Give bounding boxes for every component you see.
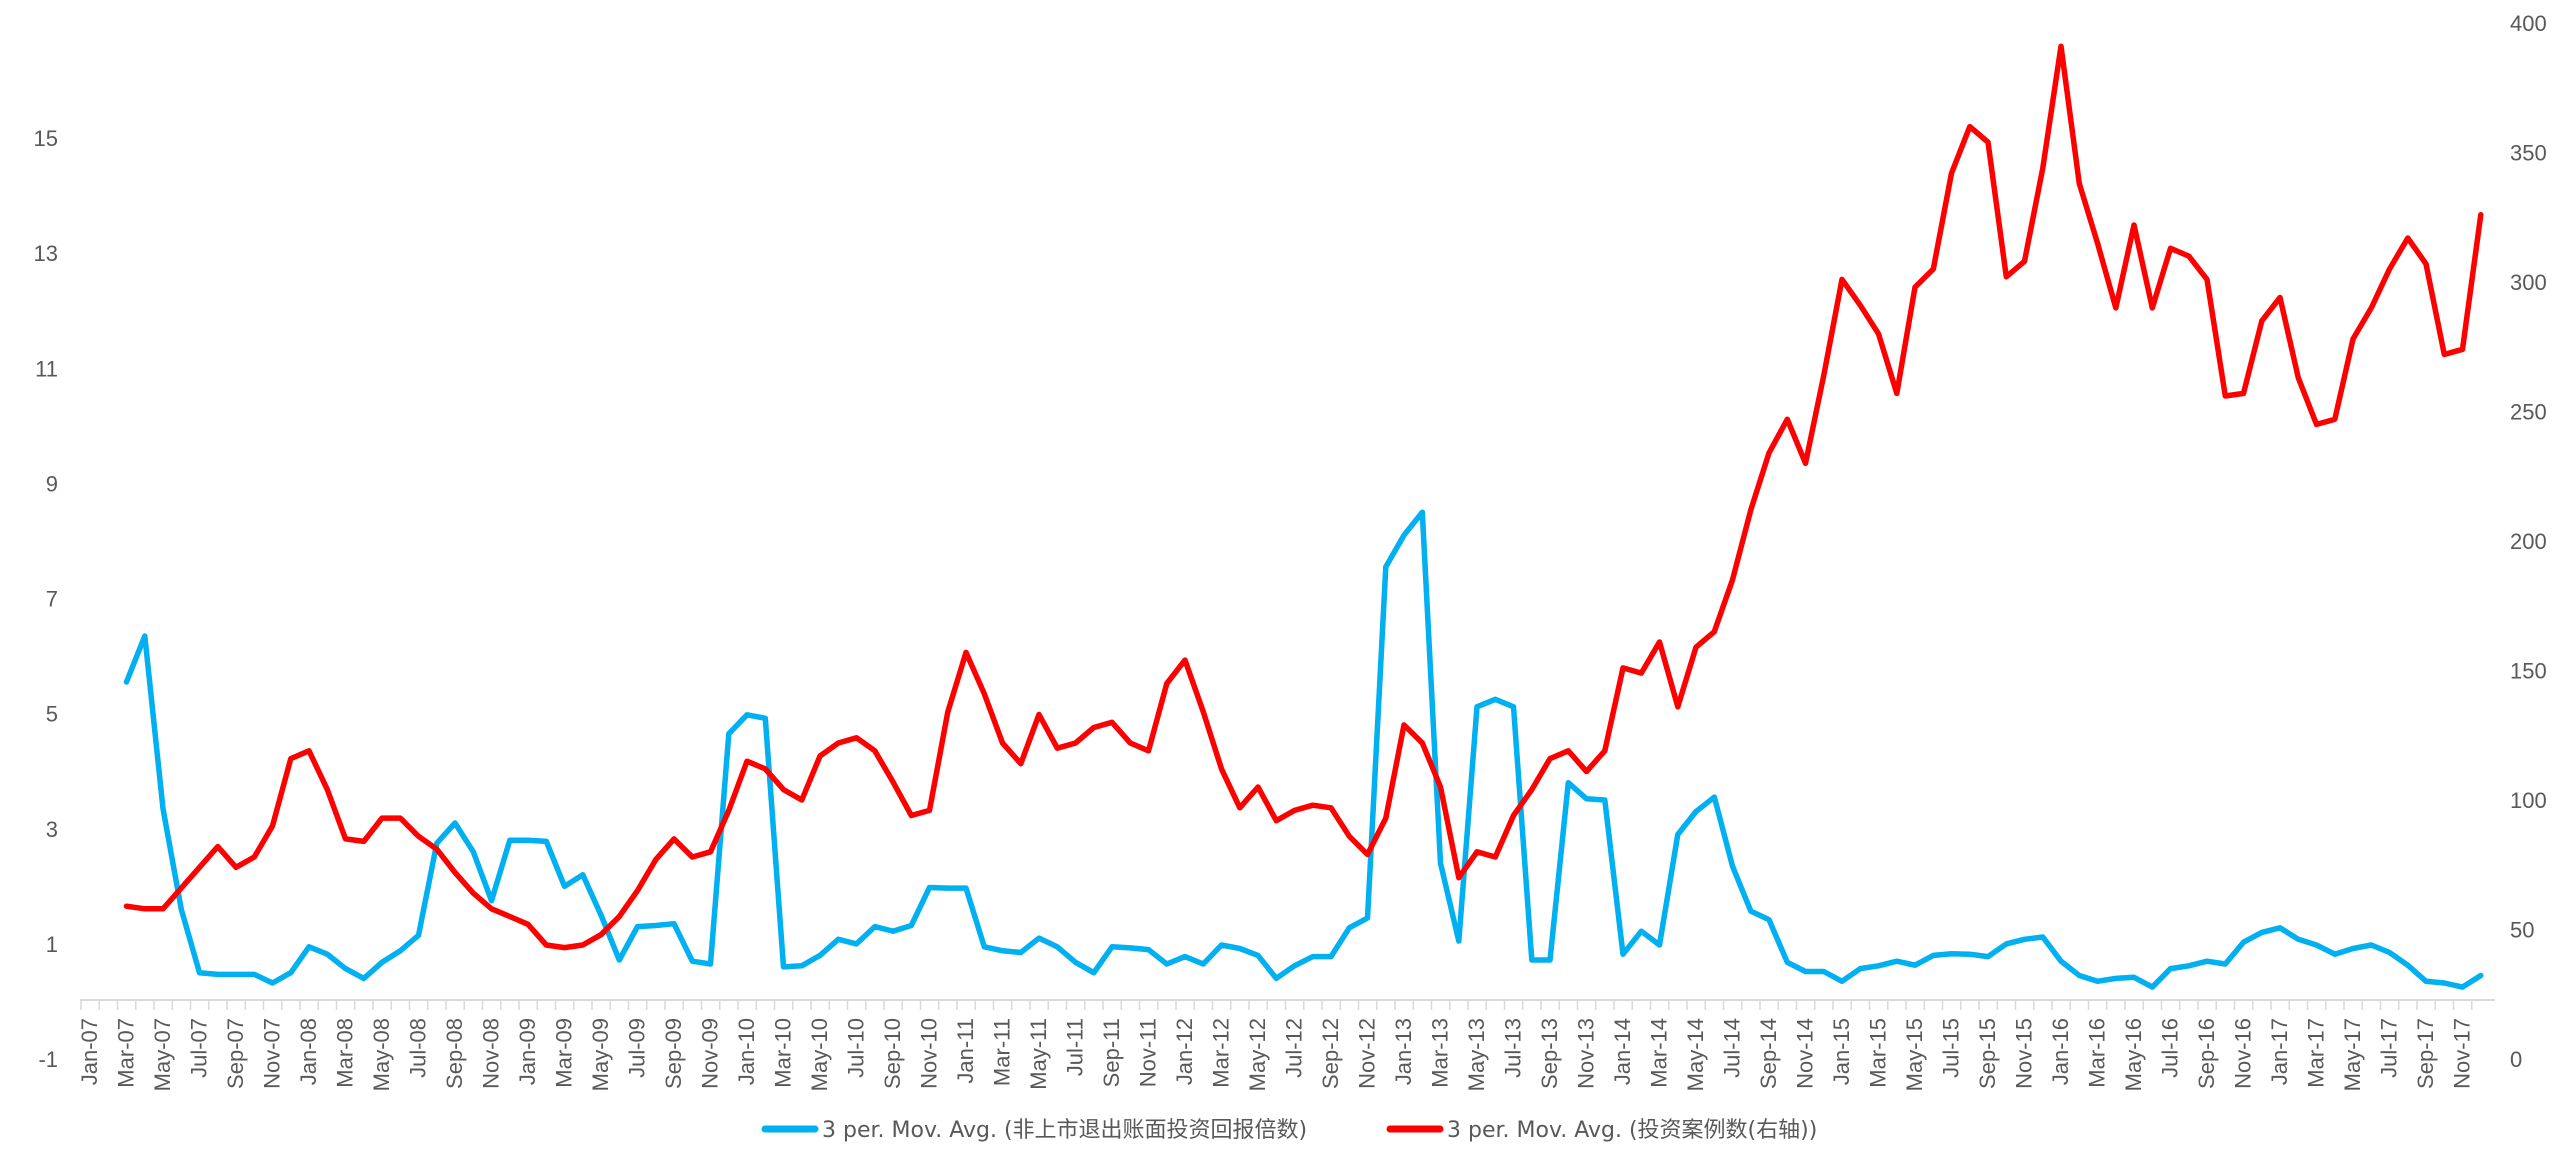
x-tick-label: Jul-12 bbox=[1282, 1018, 1307, 1078]
x-tick-label: Jul-14 bbox=[1720, 1018, 1745, 1078]
x-tick-label: Jan-12 bbox=[1172, 1018, 1197, 1085]
x-tick-label: Jan-13 bbox=[1391, 1018, 1416, 1085]
x-tick-label: Sep-09 bbox=[661, 1018, 686, 1089]
left-y-tick-label: 13 bbox=[34, 241, 58, 266]
right-y-axis: 0 50 100 150 200 250 300 350 400 bbox=[2510, 11, 2547, 1072]
x-tick-label: Sep-07 bbox=[223, 1018, 248, 1089]
left-y-tick-label: 5 bbox=[46, 702, 58, 727]
x-tick-label: Jan-11 bbox=[953, 1018, 978, 1084]
left-y-tick-label: 1 bbox=[46, 932, 58, 957]
x-tick-label: Jan-16 bbox=[2048, 1018, 2073, 1085]
x-tick-label: Jul-10 bbox=[844, 1018, 869, 1078]
left-y-tick-label: 7 bbox=[46, 587, 58, 612]
legend-item-return-multiple: 3 per. Mov. Avg. (非上市退出账面投资回报倍数) bbox=[761, 1118, 1307, 1143]
right-y-tick-label: 50 bbox=[2510, 918, 2534, 943]
right-y-tick-label: 400 bbox=[2510, 11, 2547, 36]
x-tick-label: Nov-12 bbox=[1355, 1018, 1380, 1089]
x-tick-label: Mar-13 bbox=[1428, 1018, 1453, 1088]
x-tick-label: Nov-10 bbox=[917, 1018, 942, 1089]
x-tick-label: Sep-16 bbox=[2194, 1018, 2219, 1089]
x-tick-label: Nov-08 bbox=[479, 1018, 504, 1089]
x-tick-label: May-09 bbox=[588, 1018, 613, 1091]
legend: 3 per. Mov. Avg. (非上市退出账面投资回报倍数) 3 per. … bbox=[761, 1118, 1817, 1143]
legend-label: 3 per. Mov. Avg. (非上市退出账面投资回报倍数) bbox=[822, 1118, 1307, 1143]
x-tick-label: Jul-17 bbox=[2377, 1018, 2402, 1078]
x-tick-label: May-08 bbox=[369, 1018, 394, 1091]
x-tick-label: May-14 bbox=[1683, 1018, 1708, 1091]
x-tick-label: Jul-07 bbox=[187, 1018, 212, 1078]
x-tick-label: Nov-11 bbox=[1136, 1018, 1161, 1087]
x-tick-label: Jan-09 bbox=[515, 1018, 540, 1085]
x-tick-label: Sep-17 bbox=[2413, 1018, 2438, 1089]
x-tick-label: Jul-13 bbox=[1501, 1018, 1526, 1078]
x-tick-label: May-10 bbox=[807, 1018, 832, 1091]
x-tick-label: May-16 bbox=[2121, 1018, 2146, 1091]
x-tick-label: Nov-17 bbox=[2450, 1018, 2475, 1089]
x-tick-label: Mar-11 bbox=[990, 1018, 1015, 1086]
x-tick-label: May-15 bbox=[1902, 1018, 1927, 1091]
legend-item-deal-count: 3 per. Mov. Avg. (投资案例数(右轴)) bbox=[1386, 1118, 1817, 1143]
x-tick-label: Mar-10 bbox=[771, 1018, 796, 1088]
x-tick-label: Sep-13 bbox=[1537, 1018, 1562, 1089]
x-tick-label: May-12 bbox=[1245, 1018, 1270, 1091]
left-y-tick-label: 15 bbox=[34, 126, 58, 151]
x-tick-label: Nov-14 bbox=[1793, 1018, 1818, 1089]
x-tick-label: Mar-16 bbox=[2085, 1018, 2110, 1088]
right-y-tick-label: 100 bbox=[2510, 788, 2547, 813]
x-tick-label: Jan-07 bbox=[77, 1018, 102, 1085]
x-tick-label: Sep-14 bbox=[1756, 1018, 1781, 1089]
left-y-tick-label: 3 bbox=[46, 817, 58, 842]
right-y-tick-label: 250 bbox=[2510, 400, 2547, 425]
x-tick-label: May-11 bbox=[1026, 1018, 1051, 1090]
x-tick-label: May-17 bbox=[2340, 1018, 2365, 1091]
legend-label: 3 per. Mov. Avg. (投资案例数(右轴)) bbox=[1447, 1118, 1817, 1143]
right-y-tick-label: 350 bbox=[2510, 141, 2547, 166]
x-tick-label: Mar-09 bbox=[552, 1018, 577, 1088]
left-y-tick-label: 9 bbox=[46, 471, 58, 496]
x-tick-label: Jan-14 bbox=[1610, 1018, 1635, 1085]
x-tick-label: Jul-11 bbox=[1063, 1018, 1088, 1076]
x-tick-label: Sep-10 bbox=[880, 1018, 905, 1089]
x-tick-label: Jul-08 bbox=[406, 1018, 431, 1078]
x-tick-label: Jan-10 bbox=[734, 1018, 759, 1085]
x-tick-label: Jul-09 bbox=[625, 1018, 650, 1078]
x-tick-label: Mar-07 bbox=[114, 1018, 139, 1088]
x-tick-label: Sep-12 bbox=[1318, 1018, 1343, 1089]
left-y-tick-label: 11 bbox=[35, 356, 58, 381]
x-tick-label: Mar-14 bbox=[1647, 1018, 1672, 1088]
x-tick-label: Sep-11 bbox=[1099, 1018, 1124, 1087]
right-y-tick-label: 150 bbox=[2510, 659, 2547, 684]
right-y-tick-label: 300 bbox=[2510, 270, 2547, 295]
x-tick-label: Mar-12 bbox=[1209, 1018, 1234, 1088]
x-tick-label: Sep-08 bbox=[442, 1018, 467, 1089]
x-tick-label: Jul-16 bbox=[2158, 1018, 2183, 1078]
left-y-tick-label: -1 bbox=[38, 1047, 58, 1072]
x-tick-label: Jan-17 bbox=[2267, 1018, 2292, 1085]
x-tick-label: Nov-15 bbox=[2012, 1018, 2037, 1089]
series-lines bbox=[123, 43, 2484, 990]
series-line-return-multiple bbox=[123, 509, 2484, 990]
x-tick-label: Mar-08 bbox=[333, 1018, 358, 1088]
x-tick-label: Nov-13 bbox=[1574, 1018, 1599, 1089]
x-tick-label: Mar-17 bbox=[2304, 1018, 2329, 1088]
series-line-deal-count bbox=[123, 43, 2484, 951]
x-tick-label: Mar-15 bbox=[1866, 1018, 1891, 1088]
x-tick-label: Jan-08 bbox=[296, 1018, 321, 1085]
x-tick-label: Nov-09 bbox=[698, 1018, 723, 1089]
x-tick-label: Jan-15 bbox=[1829, 1018, 1854, 1085]
right-y-tick-label: 200 bbox=[2510, 529, 2547, 554]
x-tick-label: May-13 bbox=[1464, 1018, 1489, 1091]
x-tick-label: Nov-07 bbox=[260, 1018, 285, 1089]
x-tick-label: Jul-15 bbox=[1939, 1018, 1964, 1078]
right-y-tick-label: 0 bbox=[2510, 1047, 2522, 1072]
x-tick-label: May-07 bbox=[150, 1018, 175, 1091]
x-axis: Jan-07 Mar-07 May-07 Jul-07 Sep-07 Nov-07 Jan-… bbox=[77, 1000, 2475, 1091]
x-tick-label: Nov-16 bbox=[2231, 1018, 2256, 1089]
x-tick-label: Sep-15 bbox=[1975, 1018, 2000, 1089]
